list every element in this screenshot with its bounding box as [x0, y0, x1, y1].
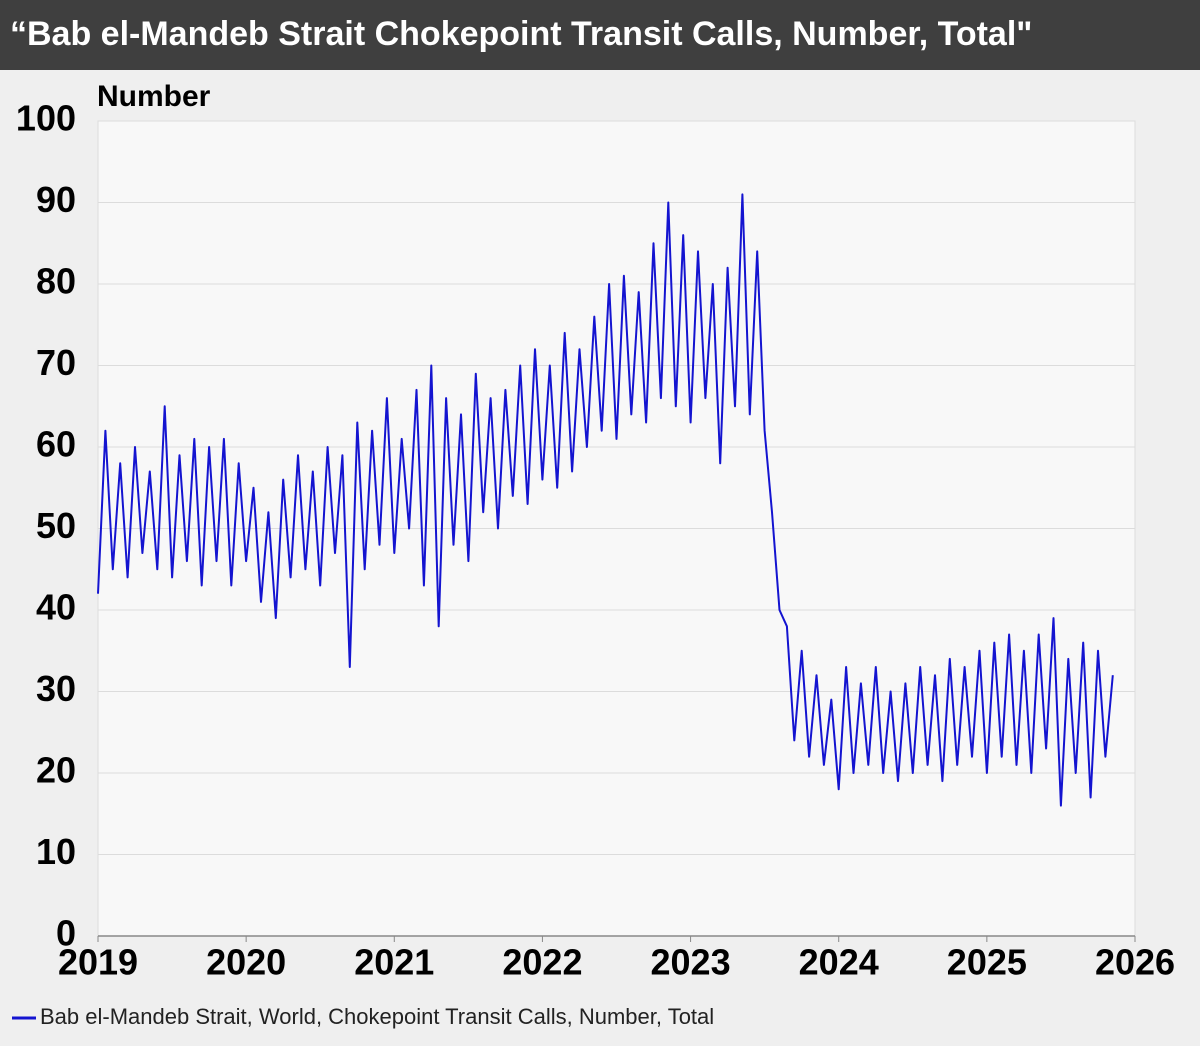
y-tick-label: 50 [36, 505, 76, 546]
y-tick-label: 70 [36, 342, 76, 383]
y-tick-label: 80 [36, 261, 76, 302]
x-tick-label: 2026 [1095, 942, 1175, 983]
title-bar [0, 0, 1200, 70]
x-tick-label: 2025 [947, 942, 1027, 983]
y-tick-label: 30 [36, 668, 76, 709]
y-tick-label: 40 [36, 587, 76, 628]
y-tick-label: 10 [36, 831, 76, 872]
x-tick-label: 2023 [651, 942, 731, 983]
y-tick-label: 0 [56, 913, 76, 954]
y-tick-label: 100 [16, 98, 76, 139]
x-tick-label: 2019 [58, 942, 138, 983]
x-tick-label: 2021 [354, 942, 434, 983]
x-tick-label: 2022 [502, 942, 582, 983]
y-axis-label: Number [97, 80, 211, 113]
x-tick-label: 2020 [206, 942, 286, 983]
data-line [97, 193, 1114, 807]
legend-label: Bab el-Mandeb Strait, World, Chokepoint … [40, 1004, 714, 1029]
x-tick-label: 2024 [799, 942, 879, 983]
y-tick-label: 60 [36, 424, 76, 465]
y-tick-label: 90 [36, 179, 76, 220]
chart-title: “Bab el-Mandeb Strait Chokepoint Transit… [10, 15, 1032, 53]
y-tick-label: 20 [36, 750, 76, 791]
